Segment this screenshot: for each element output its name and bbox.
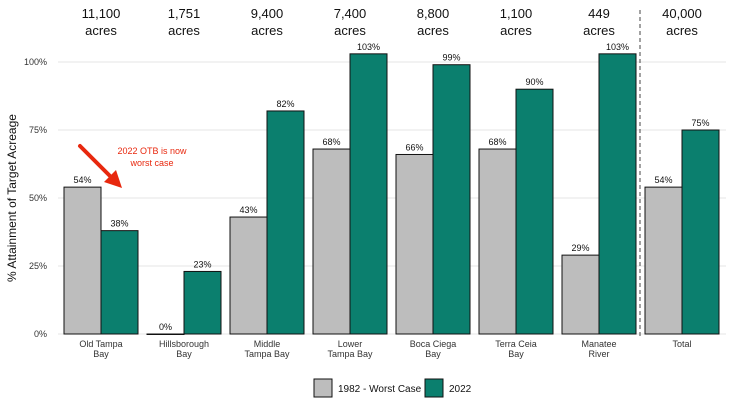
legend-label: 1982 - Worst Case — [338, 384, 422, 395]
category-label: Total — [672, 339, 691, 349]
bar — [183, 270, 222, 335]
category-label: Boca Ciega — [410, 339, 457, 349]
category-label: River — [588, 349, 609, 359]
bar — [63, 186, 102, 335]
annotation: 2022 OTB is now worst case — [78, 144, 187, 188]
bar — [100, 230, 139, 335]
legend: 1982 - Worst Case 2022 — [313, 378, 472, 398]
annotation-text: worst case — [129, 158, 173, 168]
bar-value-label: 23% — [193, 259, 211, 269]
y-tick-label: 75% — [29, 125, 47, 135]
category-label: Bay — [93, 349, 109, 359]
bars — [63, 53, 720, 335]
legend-swatch — [313, 378, 333, 398]
bar — [395, 153, 434, 335]
acreage-value: 1,751 — [168, 6, 201, 21]
bar-value-label: 90% — [525, 77, 543, 87]
category-label: Bay — [176, 349, 192, 359]
bar-value-label: 54% — [73, 175, 91, 185]
legend-label: 2022 — [449, 384, 472, 395]
bar — [644, 186, 683, 335]
category-label: Middle — [254, 339, 281, 349]
acreage-unit: acres — [417, 23, 449, 38]
bar-value-label: 0% — [159, 322, 172, 332]
category-label: Bay — [425, 349, 441, 359]
bar — [266, 110, 305, 335]
category-label: Hillsborough — [159, 339, 209, 349]
y-tick-label: 100% — [24, 57, 47, 67]
bar-value-label: 82% — [276, 99, 294, 109]
bar — [146, 333, 185, 335]
acreage-value: 449 — [588, 6, 610, 21]
bar-value-label: 103% — [357, 42, 380, 52]
bar — [349, 53, 388, 335]
bar-value-label: 66% — [405, 142, 423, 152]
bar-value-label: 103% — [606, 42, 629, 52]
y-tick-label: 50% — [29, 193, 47, 203]
acreage-unit: acres — [583, 23, 615, 38]
bar — [598, 53, 637, 335]
category-label: Bay — [508, 349, 524, 359]
bar — [561, 254, 600, 335]
bar-value-label: 29% — [571, 243, 589, 253]
y-axis-label: % Attainment of Target Acreage — [5, 114, 19, 282]
acreage-unit: acres — [168, 23, 200, 38]
acreage-value: 9,400 — [251, 6, 284, 21]
acreage-unit: acres — [500, 23, 532, 38]
bar-value-label: 68% — [488, 137, 506, 147]
annotation-text: 2022 OTB is now — [117, 146, 187, 156]
category-label: Tampa Bay — [244, 349, 290, 359]
bar — [681, 129, 720, 335]
y-tick-label: 0% — [34, 329, 47, 339]
acreage-unit: acres — [666, 23, 698, 38]
annotation-arrowhead — [104, 170, 122, 188]
category-label: Terra Ceia — [495, 339, 537, 349]
category-label: Old Tampa — [79, 339, 122, 349]
bar-value-label: 38% — [110, 219, 128, 229]
bar — [515, 88, 554, 335]
acreage-value: 8,800 — [417, 6, 450, 21]
category-label: Tampa Bay — [327, 349, 373, 359]
y-tick-label: 25% — [29, 261, 47, 271]
acreage-labels: 11,100 acres 1,751 acres 9,400 acres 7,400 acre… — [82, 6, 702, 38]
acreage-value: 11,100 — [82, 6, 121, 21]
bar-value-label: 68% — [322, 137, 340, 147]
bar — [229, 216, 268, 335]
bar-value-label: 54% — [654, 175, 672, 185]
bar — [478, 148, 517, 335]
bar — [432, 64, 471, 335]
bar-value-label: 75% — [691, 118, 709, 128]
acreage-value: 40,000 — [662, 6, 702, 21]
acreage-value: 1,100 — [500, 6, 533, 21]
y-axis-ticks: 0% 25% 50% 75% 100% — [24, 57, 47, 339]
acreage-unit: acres — [85, 23, 117, 38]
acreage-unit: acres — [251, 23, 283, 38]
bar — [312, 148, 351, 335]
category-label: Manatee — [581, 339, 616, 349]
bar-value-labels: 54% 38% 0% 23% 43% 82% 68% 103% 66% 99% 68% 90% 29% 1… — [73, 42, 709, 332]
acreage-unit: acres — [334, 23, 366, 38]
legend-swatch — [424, 378, 444, 398]
bar-value-label: 99% — [442, 53, 460, 63]
acreage-value: 7,400 — [334, 6, 367, 21]
annotation-arrow — [78, 144, 117, 183]
category-label: Lower — [338, 339, 363, 349]
bar-value-label: 43% — [239, 205, 257, 215]
